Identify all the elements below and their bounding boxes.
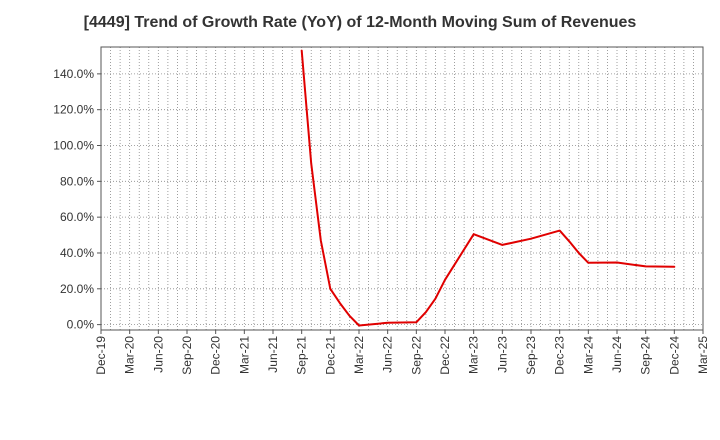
x-tick-label: Sep-24	[639, 336, 653, 375]
x-tick-label: Jun-23	[495, 336, 509, 373]
chart-title: [4449] Trend of Growth Rate (YoY) of 12-…	[83, 14, 637, 31]
x-tick-label: Dec-19	[94, 336, 108, 375]
x-tick-label: Sep-23	[524, 336, 538, 375]
x-tick-label: Mar-21	[237, 336, 251, 374]
y-tick-label: 120.0%	[53, 103, 94, 117]
x-tick-label: Dec-20	[209, 336, 223, 375]
y-tick-label: 60.0%	[60, 210, 94, 224]
y-tick-label: 0.0%	[67, 318, 95, 332]
x-tick-label: Mar-25	[696, 336, 710, 374]
plot-frame	[100, 46, 704, 331]
y-tick-label: 140.0%	[53, 67, 94, 81]
x-tick-label: Jun-21	[266, 336, 280, 373]
y-tick-label: 40.0%	[60, 246, 94, 260]
x-tick-label: Dec-21	[323, 336, 337, 375]
x-tick-label: Sep-21	[295, 336, 309, 375]
x-tick-label: Jun-22	[381, 336, 395, 373]
y-tick-label: 20.0%	[60, 282, 94, 296]
x-tick-label: Mar-23	[467, 336, 481, 374]
x-tick-label: Mar-24	[581, 336, 595, 374]
y-tick-label: 80.0%	[60, 174, 94, 188]
series-line	[300, 49, 676, 327]
x-tick-label: Dec-22	[438, 336, 452, 375]
x-tick-label: Jun-24	[610, 336, 624, 373]
x-tick-label: Mar-22	[352, 336, 366, 374]
x-tick-label: Dec-24	[667, 336, 681, 375]
x-tick-label: Jun-20	[151, 336, 165, 373]
x-tick-label: Dec-23	[553, 336, 567, 375]
x-tick-label: Mar-20	[123, 336, 137, 374]
x-tick-label: Sep-22	[409, 336, 423, 375]
x-tick-label: Sep-20	[180, 336, 194, 375]
y-tick-label: 100.0%	[53, 139, 94, 153]
